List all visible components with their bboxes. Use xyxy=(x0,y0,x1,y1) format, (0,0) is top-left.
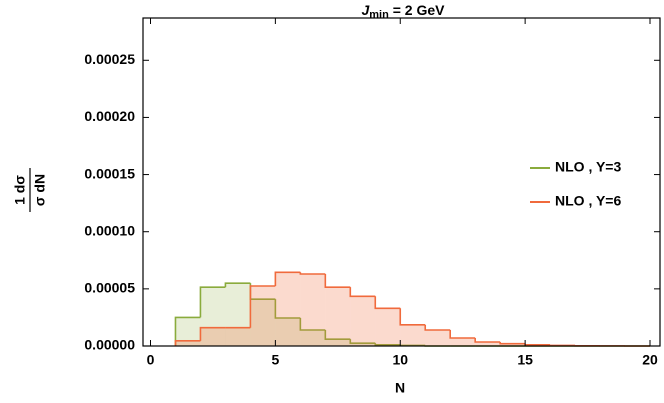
title-symbol: J xyxy=(361,2,370,18)
histogram-bar xyxy=(500,343,526,346)
y-tick-label: 0.00005 xyxy=(84,280,135,296)
y-label-denominator: σ dN xyxy=(32,174,48,206)
histogram-outline xyxy=(399,308,426,326)
x-tick-label: 15 xyxy=(517,352,533,368)
y-label-numerator: 1 dσ xyxy=(12,175,28,205)
histogram-bar xyxy=(450,338,476,346)
histogram-outline xyxy=(199,326,226,341)
y-tick-label: 0.00015 xyxy=(84,165,135,181)
histogram-bar xyxy=(350,343,376,346)
histogram-bar xyxy=(300,274,326,346)
title-subscript: min xyxy=(369,9,389,21)
histogram-series xyxy=(174,271,651,347)
histogram-bar xyxy=(250,299,276,346)
histogram-bar xyxy=(250,286,276,346)
y-tick-label: 0.00020 xyxy=(84,108,135,124)
histogram-bar xyxy=(425,330,451,346)
x-tick-label: 5 xyxy=(271,352,279,368)
histogram-outline xyxy=(449,330,476,339)
histogram-outline xyxy=(324,274,351,288)
histogram-outline xyxy=(549,344,576,347)
legend-label: NLO , Y=6 xyxy=(555,193,621,209)
histogram-outline xyxy=(524,343,551,346)
histogram-bar xyxy=(475,342,501,346)
histogram-bar xyxy=(375,308,401,346)
y-tick-label: 0.00000 xyxy=(84,337,135,353)
x-tick-label: 20 xyxy=(642,352,658,368)
histogram-outline xyxy=(199,286,226,318)
histogram-bar xyxy=(225,327,251,346)
histogram-bar xyxy=(200,287,226,346)
histogram-bar xyxy=(325,339,351,346)
y-tick-label: 0.00010 xyxy=(84,222,135,238)
histogram-outline xyxy=(349,339,376,344)
histogram-outline xyxy=(374,343,401,346)
x-tick-label: 0 xyxy=(147,352,155,368)
x-axis-label: N xyxy=(395,380,405,396)
y-tick-label: 0.00025 xyxy=(84,51,135,67)
histogram-outline xyxy=(249,285,276,328)
title-rest: = 2 GeV xyxy=(389,2,445,18)
histogram-bar xyxy=(275,318,301,346)
histogram-series xyxy=(174,282,651,347)
x-tick-label: 10 xyxy=(392,352,408,368)
histogram-outline xyxy=(274,299,301,319)
histogram-bar xyxy=(325,287,351,346)
histogram-bar xyxy=(400,324,426,346)
histogram-outline xyxy=(299,272,326,275)
plot-frame xyxy=(142,17,661,347)
histogram-outline xyxy=(174,316,201,346)
histogram-outline xyxy=(474,338,501,343)
histogram-bar xyxy=(200,327,226,346)
legend-label: NLO , Y=3 xyxy=(555,159,621,175)
histogram-outline xyxy=(349,287,376,298)
histogram-outline xyxy=(499,342,526,345)
histogram-outline xyxy=(424,324,451,331)
histogram-bar xyxy=(175,340,201,346)
histogram-outline xyxy=(299,318,326,331)
histogram-bar xyxy=(300,330,326,346)
histogram-outline xyxy=(324,330,351,340)
histogram-bar xyxy=(275,272,301,346)
histogram-outline xyxy=(374,296,401,310)
y-axis-label: 1 dσ σ dN xyxy=(12,168,48,212)
histogram-outline xyxy=(224,282,251,288)
histogram-bar xyxy=(350,296,376,346)
histogram-outline xyxy=(174,340,201,346)
histogram-bar xyxy=(225,283,251,346)
histogram-outline xyxy=(274,271,301,286)
